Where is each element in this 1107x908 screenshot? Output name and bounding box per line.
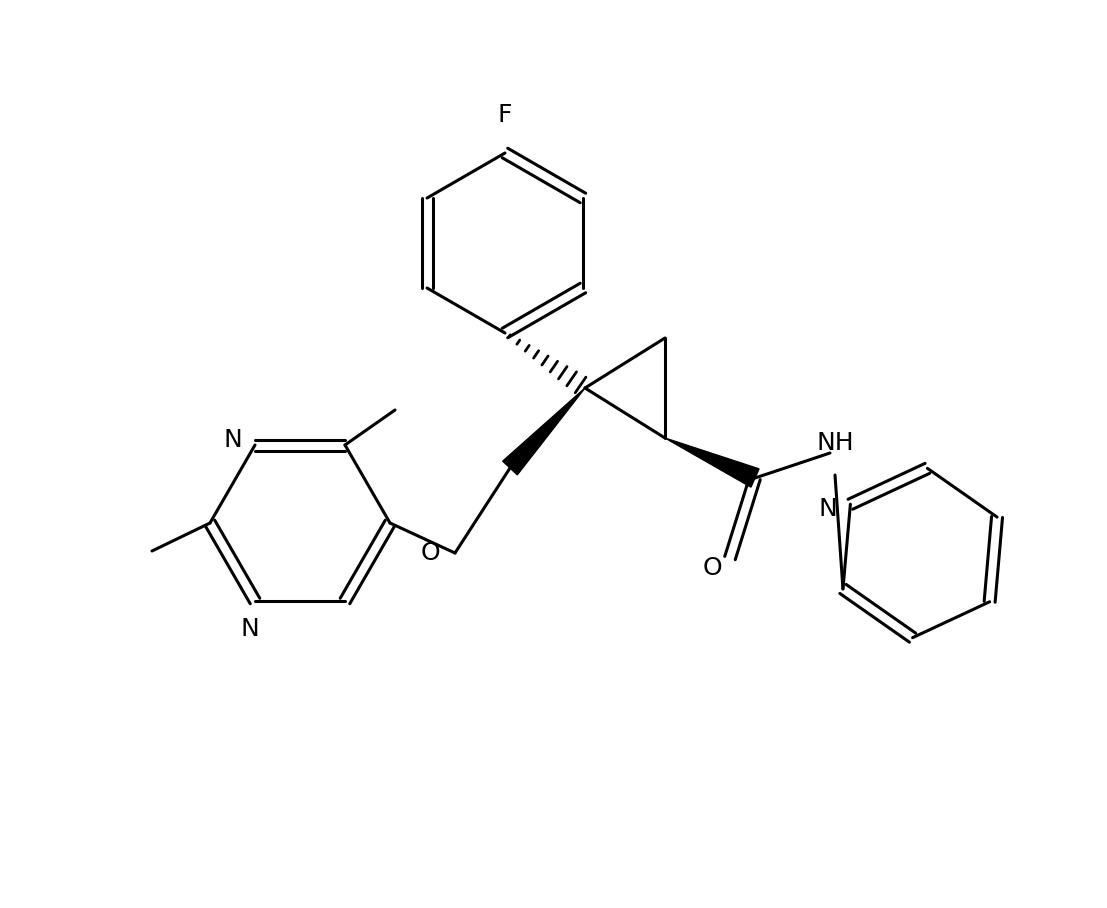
Text: NH: NH [816,431,853,455]
Polygon shape [665,438,759,487]
Text: O: O [421,541,439,565]
Text: F: F [498,103,513,127]
Text: O: O [702,556,722,580]
Text: N: N [224,428,242,452]
Text: N: N [819,498,838,521]
Polygon shape [503,388,584,475]
Text: N: N [240,617,259,641]
